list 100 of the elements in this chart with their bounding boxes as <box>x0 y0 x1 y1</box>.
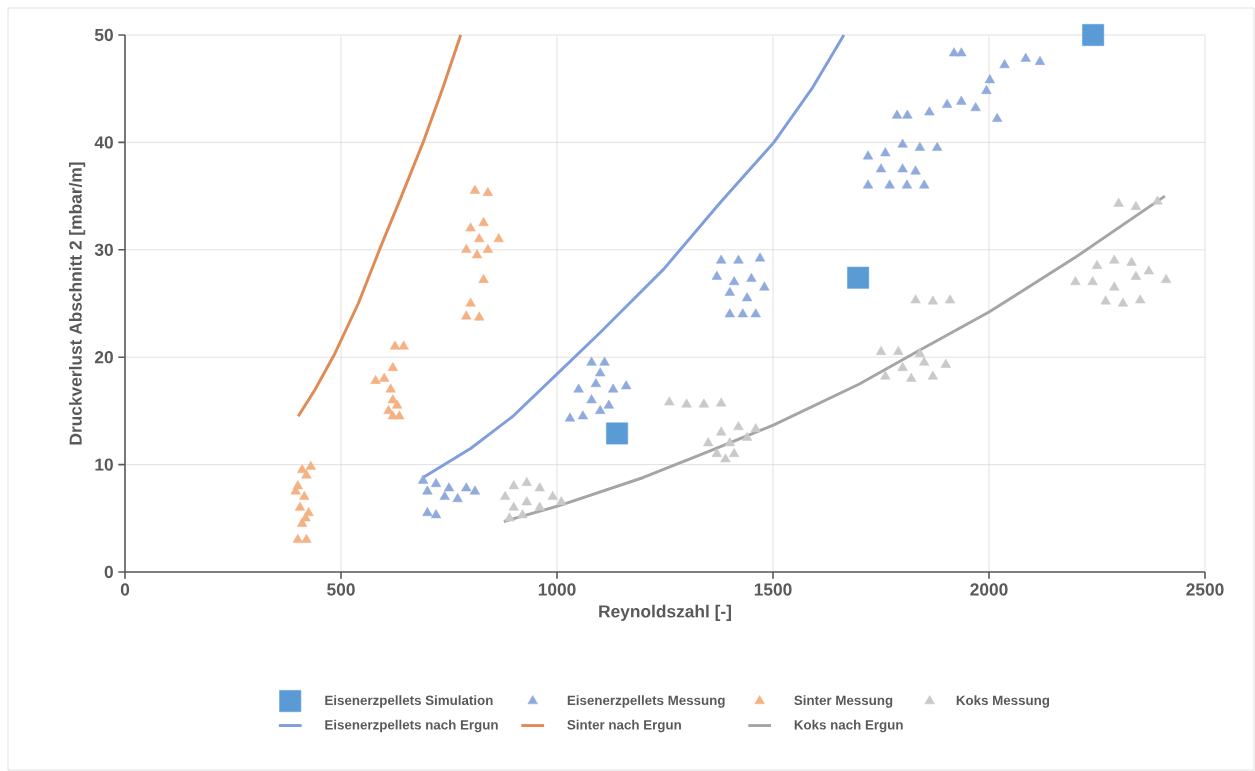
point <box>999 59 1010 69</box>
point <box>875 163 887 173</box>
point <box>482 243 493 253</box>
y-tick-label: 20 <box>94 351 113 364</box>
point <box>547 490 558 500</box>
point <box>461 310 472 320</box>
point <box>599 356 610 366</box>
point <box>389 340 401 350</box>
point <box>746 272 757 282</box>
point <box>1109 254 1120 264</box>
point <box>891 109 903 119</box>
point <box>493 233 504 243</box>
point <box>924 106 935 116</box>
point <box>664 396 675 406</box>
legend-label: Eisenerzpellets Simulation <box>325 695 493 708</box>
point <box>595 405 606 414</box>
line-series <box>296 33 463 418</box>
point <box>970 102 981 112</box>
point <box>1034 55 1046 65</box>
point <box>517 509 528 519</box>
point <box>394 410 405 420</box>
point <box>292 533 303 543</box>
point <box>564 412 576 422</box>
x-tick-label: 0 <box>120 583 130 596</box>
point <box>299 490 310 500</box>
y-tick-label: 50 <box>94 28 113 42</box>
point <box>880 370 891 380</box>
point <box>1087 276 1098 286</box>
point <box>398 340 409 350</box>
x-tick-label: 1500 <box>754 583 792 596</box>
point <box>294 501 306 511</box>
point <box>556 496 567 506</box>
point <box>927 370 938 380</box>
point <box>471 249 483 259</box>
legend-label: Koks nach Ergun <box>794 719 903 733</box>
point <box>724 286 735 296</box>
point <box>504 512 515 522</box>
legend-label: Koks Messung <box>956 695 1050 708</box>
point <box>910 294 921 304</box>
point <box>880 147 891 157</box>
point <box>698 398 710 408</box>
legend-label: Sinter nach Ergun <box>567 719 681 733</box>
y-tick-label: 40 <box>94 136 113 149</box>
point <box>430 478 442 487</box>
point <box>590 378 602 388</box>
point <box>595 367 606 377</box>
point <box>741 431 753 441</box>
point <box>387 362 398 372</box>
point <box>1130 200 1142 210</box>
y-tick-label: 0 <box>104 565 113 579</box>
x-tick-label: 2500 <box>1186 583 1224 596</box>
point <box>724 308 735 318</box>
y-tick-label: 10 <box>95 458 113 471</box>
point <box>521 496 532 506</box>
point <box>847 266 870 289</box>
point <box>534 482 545 492</box>
point <box>733 421 744 431</box>
point <box>945 294 956 304</box>
legend-label: Sinter Messung <box>794 695 893 708</box>
point <box>443 482 455 492</box>
point <box>461 243 472 253</box>
y-axis-title: Druckverlust Abschnitt 2 [mbar/m] <box>69 162 86 445</box>
point <box>729 276 740 286</box>
point <box>716 397 727 407</box>
point <box>1152 195 1163 205</box>
point <box>919 179 930 189</box>
point <box>370 374 381 384</box>
point <box>301 469 312 479</box>
x-tick-label: 2000 <box>970 583 1008 596</box>
point <box>465 222 476 232</box>
point <box>716 426 727 436</box>
legend-label: Eisenerzpellets nach Ergun <box>325 719 498 733</box>
point <box>392 399 403 409</box>
point <box>1161 274 1172 283</box>
point <box>478 217 489 227</box>
point <box>750 308 761 318</box>
point <box>521 476 532 486</box>
point <box>469 485 481 495</box>
point <box>906 372 917 382</box>
point <box>1135 294 1146 304</box>
point <box>754 252 766 262</box>
point <box>910 165 921 175</box>
point <box>478 274 489 283</box>
point <box>1113 197 1124 207</box>
point <box>902 109 913 119</box>
point <box>603 399 614 409</box>
point <box>681 398 692 408</box>
point <box>884 179 895 189</box>
point <box>1100 295 1111 305</box>
point <box>608 383 619 393</box>
point <box>720 453 731 463</box>
point <box>1020 52 1031 62</box>
point <box>482 187 493 196</box>
point <box>534 501 545 511</box>
point <box>737 308 748 318</box>
point <box>984 74 995 84</box>
point <box>759 281 770 291</box>
point <box>301 533 312 543</box>
point <box>577 410 589 420</box>
legend-label: Eisenerzpellets Messung <box>567 695 725 708</box>
